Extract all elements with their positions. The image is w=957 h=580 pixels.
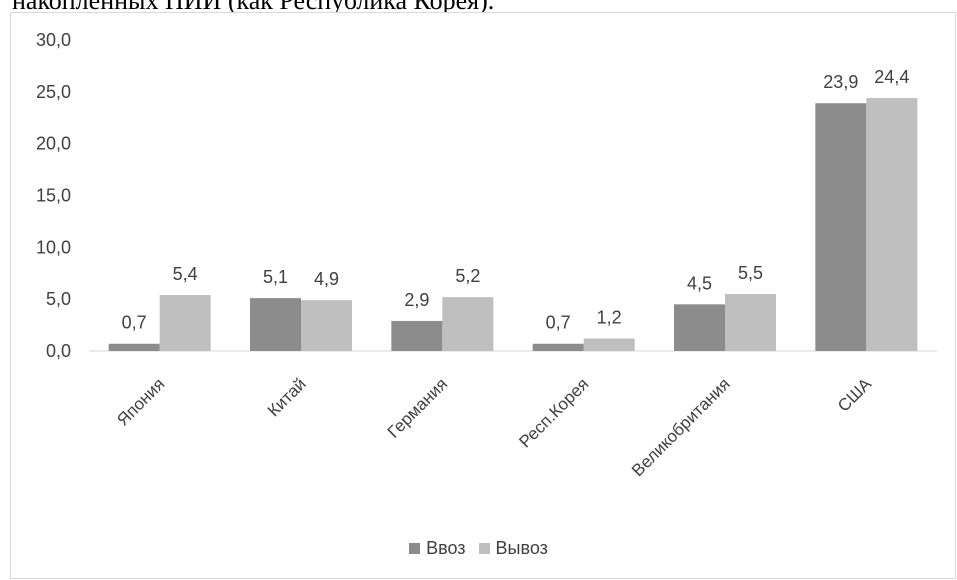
data-label: 23,9 — [823, 72, 858, 92]
data-label: 4,5 — [687, 273, 712, 293]
data-label: 24,4 — [874, 67, 909, 87]
data-label: 5,4 — [173, 264, 198, 284]
data-label: 4,9 — [314, 269, 339, 289]
data-label: 5,1 — [263, 267, 288, 287]
bar-vyvoz — [866, 98, 918, 351]
bar-vyvoz — [159, 295, 211, 351]
bar-vvoz — [391, 320, 443, 351]
category-label: США — [834, 374, 876, 416]
bar-vvoz — [108, 343, 160, 351]
legend-item-vvoz: Ввоз — [409, 538, 466, 559]
bar-vyvoz — [583, 338, 635, 351]
data-label: 0,7 — [546, 313, 571, 333]
data-label: 5,5 — [738, 263, 763, 283]
bar-vvoz — [815, 103, 867, 351]
y-tick-label: 20,0 — [36, 134, 71, 154]
category-label: Великобритания — [628, 374, 734, 480]
legend-label-vvoz: Ввоз — [426, 538, 466, 558]
data-label: 1,2 — [597, 308, 622, 328]
bar-vvoz — [250, 298, 301, 351]
data-label: 0,7 — [122, 313, 147, 333]
y-tick-label: 30,0 — [36, 30, 71, 50]
y-tick-label: 25,0 — [36, 82, 71, 102]
legend-label-vyvoz: Вывоз — [495, 538, 548, 558]
legend-swatch-vyvoz — [478, 543, 490, 554]
heading-fragment: накопленных ПИИ (как Республика Корея). — [12, 0, 495, 15]
legend-item-vyvoz: Вывоз — [478, 538, 548, 559]
y-tick-label: 10,0 — [36, 237, 71, 257]
y-tick-label: 0,0 — [46, 341, 71, 361]
category-label: Германия — [384, 374, 451, 441]
y-tick-label: 5,0 — [46, 289, 71, 309]
legend: Ввоз Вывоз — [0, 538, 957, 559]
data-label: 5,2 — [455, 266, 480, 286]
category-label: Китай — [264, 374, 310, 420]
data-label: 2,9 — [404, 290, 429, 310]
bar-vyvoz — [442, 297, 494, 351]
legend-swatch-vvoz — [409, 543, 421, 554]
bar-vyvoz — [725, 293, 776, 351]
y-tick-label: 15,0 — [36, 186, 71, 206]
category-label: Япония — [113, 374, 168, 429]
bar-vyvoz — [301, 300, 352, 351]
bar-vvoz — [674, 304, 725, 351]
category-label: Респ.Корея — [515, 374, 592, 451]
bar-vvoz — [532, 343, 584, 351]
